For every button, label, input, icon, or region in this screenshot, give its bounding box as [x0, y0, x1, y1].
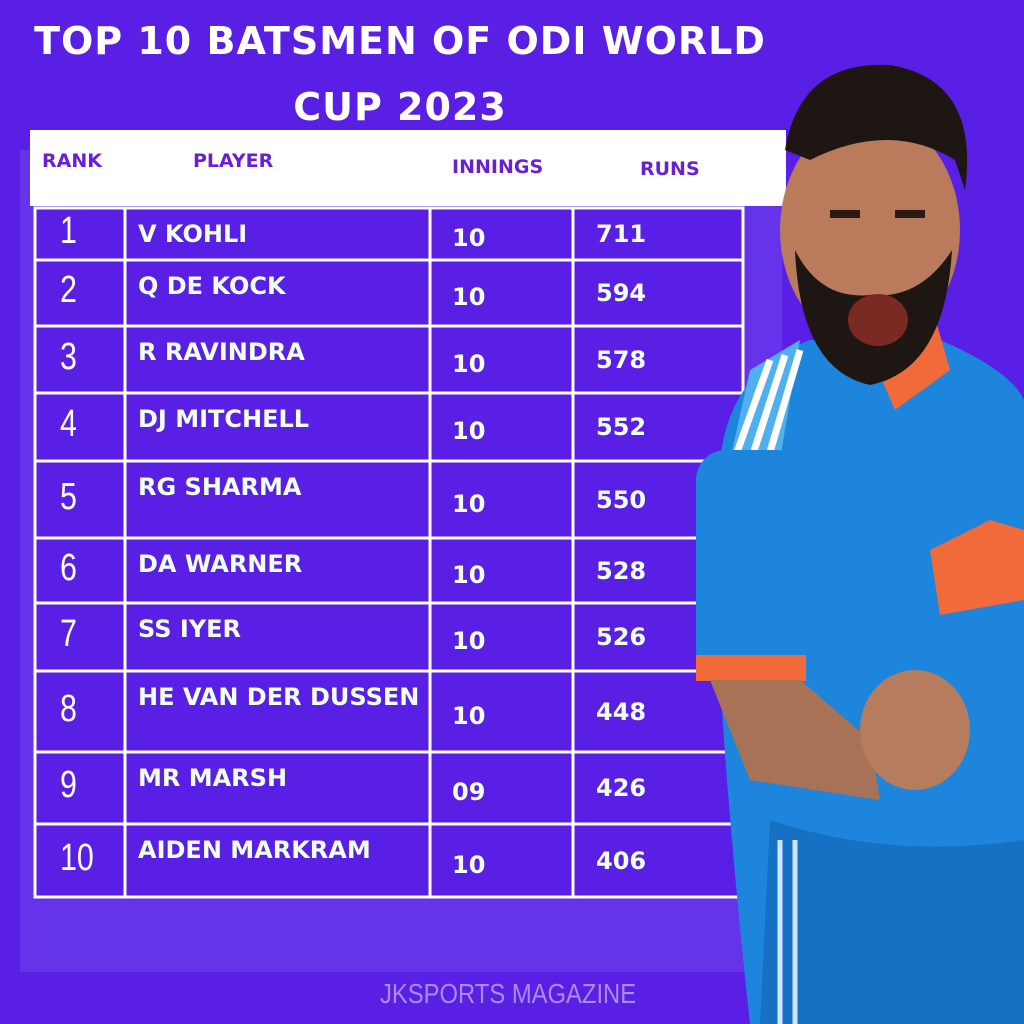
player-photo — [696, 64, 1024, 1024]
rank-cell: 10 — [60, 836, 94, 879]
table-body — [33, 206, 745, 899]
rank-cell: 4 — [60, 403, 77, 445]
runs-cell: 594 — [596, 279, 647, 307]
player-cell: Q DE KOCK — [138, 272, 286, 300]
runs-cell: 550 — [596, 485, 647, 514]
player-cell: MR MARSH — [138, 764, 288, 792]
player-cell: V KOHLI — [138, 220, 248, 248]
runs-cell: 406 — [596, 846, 647, 875]
player-cell: AIDEN MARKRAM — [138, 836, 371, 864]
innings-cell: 10 — [452, 283, 486, 311]
column-header: INNINGS — [452, 156, 544, 178]
rank-cell: 2 — [60, 269, 77, 311]
rank-cell: 1 — [60, 210, 77, 252]
innings-cell: 10 — [452, 417, 486, 445]
runs-cell: 426 — [596, 774, 647, 802]
innings-cell: 10 — [452, 349, 486, 378]
innings-cell: 10 — [452, 560, 486, 589]
player-cell: HE VAN DER DUSSEN — [138, 683, 420, 711]
rank-cell: 8 — [60, 687, 77, 730]
column-header: RUNS — [640, 158, 700, 180]
innings-cell: 10 — [452, 701, 486, 730]
rank-cell: 9 — [60, 764, 77, 806]
header-band — [30, 130, 786, 206]
player-cell: RG SHARMA — [138, 473, 302, 501]
rank-cell: 3 — [60, 335, 77, 378]
innings-cell: 09 — [452, 778, 486, 806]
runs-cell: 552 — [596, 413, 647, 441]
runs-cell: 448 — [596, 697, 647, 726]
credit: JKSPORTS MAGAZINE — [380, 978, 637, 1009]
innings-cell: 10 — [452, 489, 486, 518]
player-cell: DJ MITCHELL — [138, 405, 310, 433]
runs-cell: 578 — [596, 345, 647, 374]
runs-cell: 528 — [596, 556, 647, 585]
innings-cell: 10 — [452, 224, 486, 252]
column-header: RANK — [42, 150, 102, 172]
innings-cell: 10 — [452, 627, 486, 655]
player-cell: DA WARNER — [138, 550, 303, 578]
runs-cell: 711 — [596, 220, 647, 248]
rank-cell: 5 — [60, 475, 77, 518]
rank-cell: 6 — [60, 546, 77, 589]
innings-cell: 10 — [452, 850, 486, 879]
title: TOP 10 BATSMEN OF ODI WORLD CUP 2023 — [34, 19, 766, 129]
player-cell: R RAVINDRA — [138, 338, 305, 366]
player-cell: SS IYER — [138, 615, 242, 643]
runs-cell: 526 — [596, 623, 647, 651]
column-header: PLAYER — [193, 150, 274, 172]
rank-cell: 7 — [60, 613, 77, 655]
